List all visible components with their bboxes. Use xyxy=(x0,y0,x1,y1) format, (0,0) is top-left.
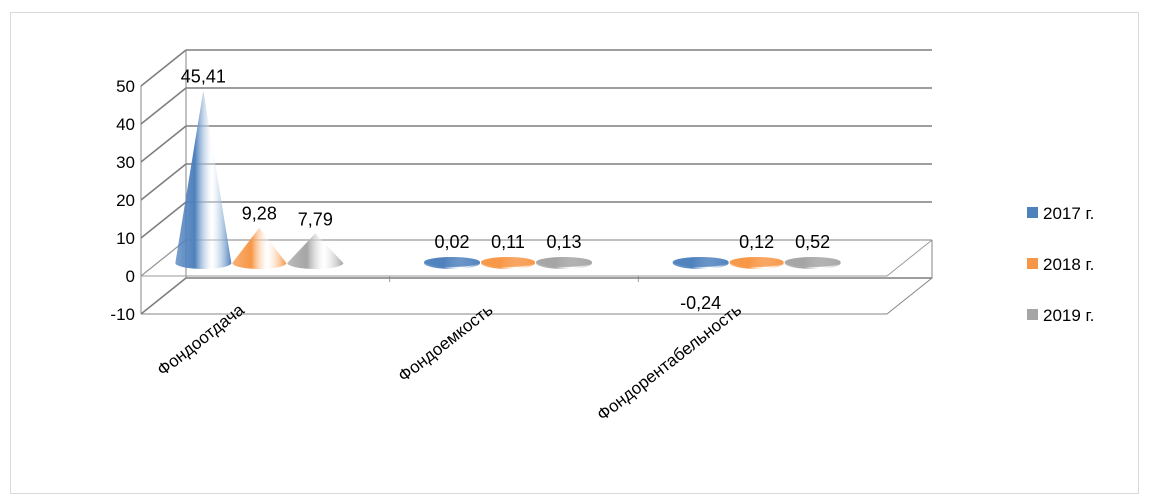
category-label: Фондоотдача xyxy=(154,300,249,380)
legend-item: 2017 г. xyxy=(1027,204,1094,223)
cone-2-1 xyxy=(536,257,592,269)
data-label: 0,52 xyxy=(795,232,830,252)
legend-label: 2017 г. xyxy=(1043,204,1094,223)
data-label: 9,28 xyxy=(242,204,277,224)
gridline xyxy=(140,49,932,87)
legend: 2017 г. 2018 г. 2019 г. xyxy=(1027,204,1094,325)
gridline xyxy=(140,163,932,201)
gridlines xyxy=(140,49,932,315)
category-label: Фондоемкость xyxy=(395,300,497,386)
legend-label: 2018 г. xyxy=(1043,255,1094,274)
cone-1-1 xyxy=(481,257,535,269)
chart-walls xyxy=(140,50,933,315)
cone-2-2 xyxy=(784,257,841,269)
data-label: 0,13 xyxy=(546,232,581,252)
y-tick-label: 50 xyxy=(116,77,135,96)
y-axis-ticks: -10 0 10 20 30 40 50 xyxy=(110,77,135,324)
data-label: 0,11 xyxy=(491,232,525,252)
y-tick-label: 10 xyxy=(116,229,135,248)
data-label: 7,79 xyxy=(298,209,333,229)
y-tick-label: 0 xyxy=(126,267,135,286)
y-tick-label: 30 xyxy=(116,153,135,172)
cone-1-2 xyxy=(729,257,784,269)
chart-frame: -10 0 10 20 30 40 50 45,41 0,02 -0,24 9,28 0,11 0,1… xyxy=(10,12,1139,494)
data-labels: 45,41 0,02 -0,24 9,28 0,11 0,12 7,79 0,13 0,52 xyxy=(181,66,830,313)
data-label: 45,41 xyxy=(181,66,226,86)
gridline xyxy=(140,277,932,315)
cone-0-1 xyxy=(424,257,480,269)
data-label: -0,24 xyxy=(680,293,721,313)
y-tick-label: 20 xyxy=(116,191,135,210)
category-labels: Фондоотдача Фондоемкость Фондорентабельнос… xyxy=(154,300,746,425)
cone-2-0 xyxy=(287,233,344,269)
data-label: 0,12 xyxy=(739,232,774,252)
legend-label: 2019 г. xyxy=(1043,306,1094,325)
legend-swatch xyxy=(1027,258,1038,269)
legend-swatch xyxy=(1027,309,1038,320)
data-label: 0,02 xyxy=(434,232,469,252)
cone-chart: -10 0 10 20 30 40 50 45,41 0,02 -0,24 9,28 0,11 0,1… xyxy=(110,49,1094,425)
gridline xyxy=(140,125,932,163)
gridline xyxy=(140,201,932,239)
y-tick-label: 40 xyxy=(116,115,135,134)
legend-swatch xyxy=(1027,207,1038,218)
cone-1-0 xyxy=(232,227,287,269)
y-tick-label: -10 xyxy=(110,305,135,324)
cone-0-2 xyxy=(672,257,729,269)
legend-item: 2018 г. xyxy=(1027,255,1094,274)
category-label: Фондорентабельность xyxy=(593,300,745,424)
data-cones xyxy=(175,90,841,269)
legend-item: 2019 г. xyxy=(1027,306,1094,325)
gridline xyxy=(140,87,932,125)
cone-0-0 xyxy=(175,90,232,269)
